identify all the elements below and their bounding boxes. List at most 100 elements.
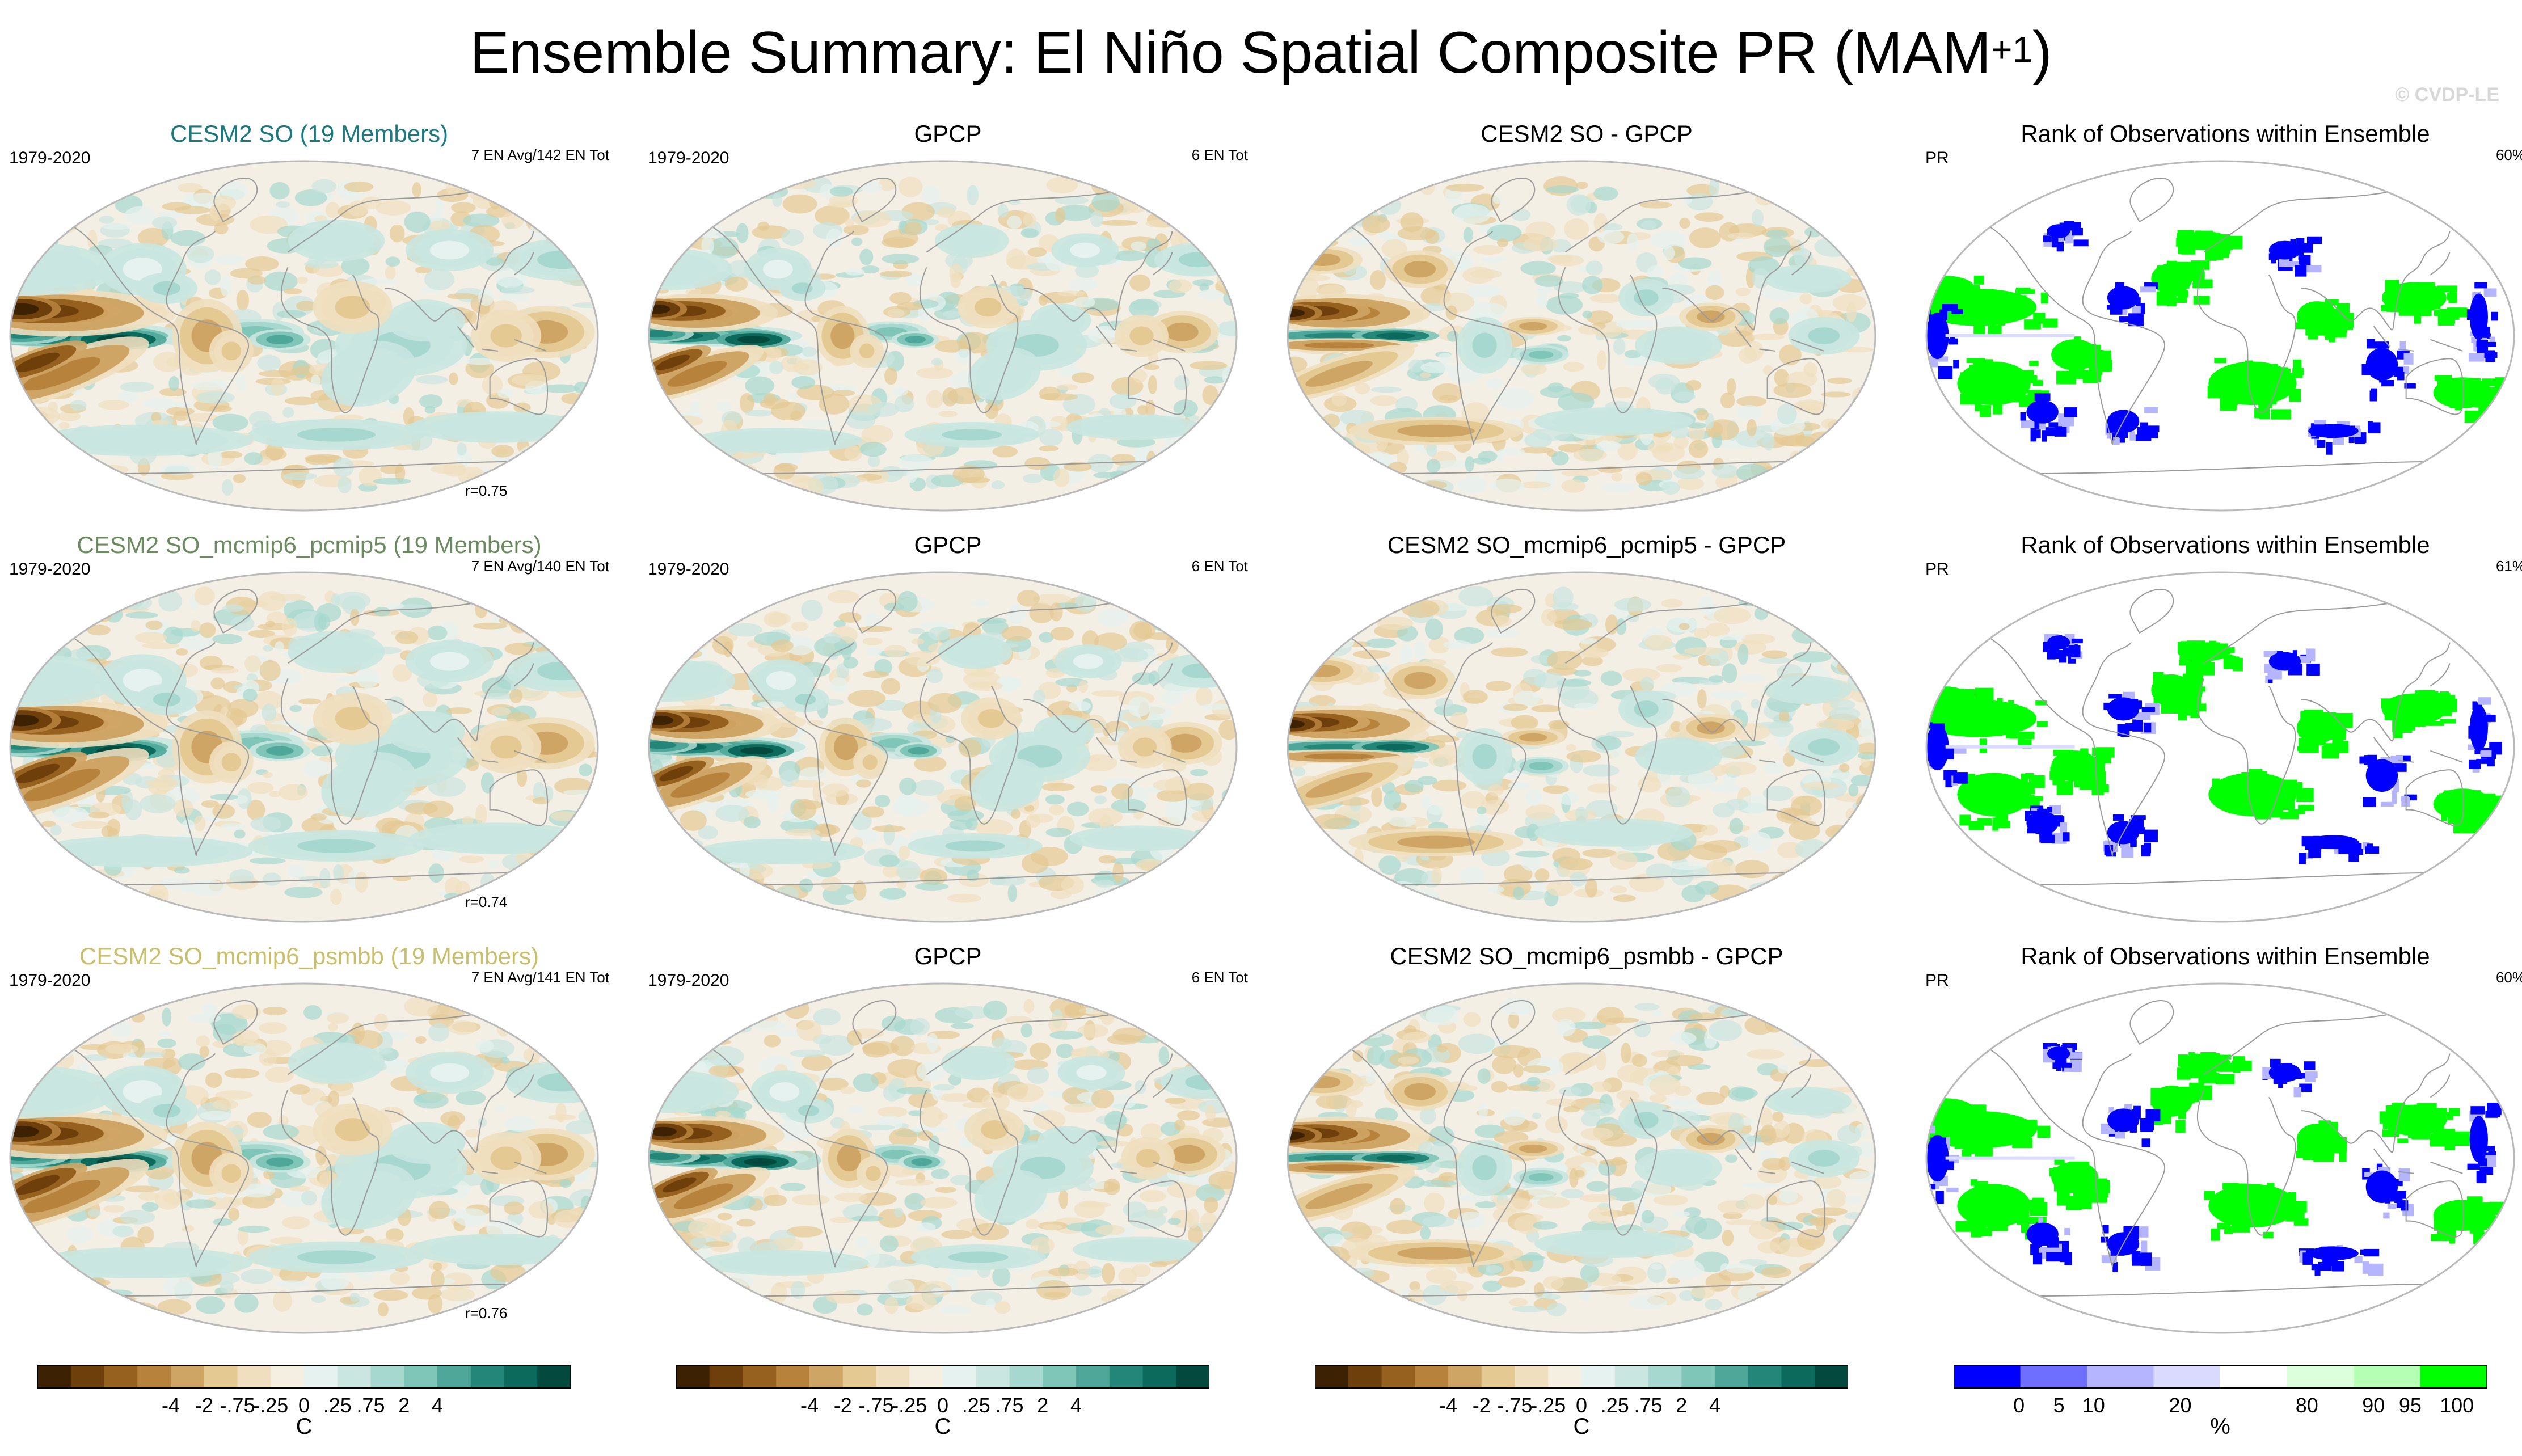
colorbar-tick-label: 95	[2398, 1394, 2422, 1417]
colorbar-swatch	[2220, 1365, 2287, 1388]
model-panel-row3: CESM2 SO_mcmip6_psmbb (19 Members) 1979-2…	[0, 942, 618, 1356]
model-event-count: 7 EN Avg/142 EN Tot	[471, 146, 609, 163]
rank-title: Rank of Observations within Ensemble	[2021, 120, 2430, 147]
colorbar-tick-label: -4	[161, 1394, 180, 1417]
colorbar-swatch	[437, 1365, 471, 1388]
difference-map	[1287, 982, 1876, 1334]
colorbar-swatch	[1076, 1365, 1110, 1388]
pattern-correlation: r=0.75	[465, 482, 508, 499]
colorbar-swatch	[943, 1365, 977, 1388]
colorbar-tick-label: -.25	[253, 1394, 289, 1417]
colorbar-tick-label: .75	[1634, 1394, 1663, 1417]
model-period: 1979-2020	[9, 149, 91, 167]
rank-title: Rank of Observations within Ensemble	[2021, 943, 2430, 969]
colorbar-swatch	[1481, 1365, 1515, 1388]
colorbar-swatch	[1681, 1365, 1715, 1388]
colorbar-rank-unit: %	[2210, 1414, 2230, 1439]
obs-panel-row2: GPCP 1979-2020 6 EN Tot	[639, 530, 1257, 944]
diff-title: CESM2 SO - GPCP	[1481, 120, 1693, 147]
gpcp-composite-map	[648, 160, 1238, 512]
colorbar-model-unit: C	[296, 1414, 313, 1439]
colorbar-swatch	[337, 1365, 371, 1388]
difference-map	[1287, 160, 1876, 512]
colorbar-swatch	[1315, 1365, 1349, 1388]
rank-percent: 60%	[2495, 146, 2522, 163]
model-composite-map	[9, 571, 599, 923]
colorbar-swatch	[271, 1365, 305, 1388]
colorbar-swatch	[2287, 1365, 2354, 1388]
colorbar-tick-label: -4	[800, 1394, 819, 1417]
colorbar-tick-label: -.75	[220, 1394, 255, 1417]
colorbar-diff-unit: C	[1573, 1414, 1590, 1439]
rank-variable: PR	[1925, 971, 1949, 990]
colorbar-tick-label: 20	[2169, 1394, 2192, 1417]
rank-map	[1925, 982, 2515, 1334]
difference-map	[1287, 571, 1876, 923]
colorbar-tick-label: -.75	[858, 1394, 894, 1417]
colorbar-swatch	[1381, 1365, 1415, 1388]
obs-title: GPCP	[914, 531, 982, 558]
colorbar-swatch	[2153, 1365, 2221, 1388]
colorbar-tick-label: 0	[1575, 1394, 1588, 1417]
colorbar-swatch	[237, 1365, 271, 1388]
colorbar-swatch	[2087, 1365, 2154, 1388]
colorbar-swatch	[1748, 1365, 1782, 1388]
colorbar-tick-label: .25	[323, 1394, 352, 1417]
obs-period: 1979-2020	[648, 149, 729, 167]
colorbar-tick-label: 100	[2440, 1394, 2474, 1417]
colorbar-tick-label: -.75	[1497, 1394, 1533, 1417]
colorbar-obs: -4 -2 -.75 -.25 0 .25.75 2 4 C	[676, 1364, 1210, 1444]
colorbar-swatch	[2420, 1365, 2487, 1388]
colorbar-tick-label: .25	[1600, 1394, 1629, 1417]
model-period: 1979-2020	[9, 971, 91, 990]
rank-variable: PR	[1925, 560, 1949, 579]
colorbar-swatch	[1648, 1365, 1682, 1388]
rank-panel-row3: Rank of Observations within Ensemble PR 60…	[1916, 942, 2522, 1356]
colorbar-model-ticks: -4 -2 -.75 -.25 0 .25.75 2 4	[37, 1394, 571, 1417]
rank-percent: 61%	[2495, 558, 2522, 575]
colorbar-swatch	[470, 1365, 504, 1388]
diff-panel-row3: CESM2 SO_mcmip6_psmbb - GPCP	[1277, 942, 1896, 1356]
colorbar-tick-label: 0	[298, 1394, 310, 1417]
rank-panel-row1: Rank of Observations within Ensemble PR 60…	[1916, 119, 2522, 533]
pattern-correlation: r=0.76	[465, 1305, 508, 1322]
model-event-count: 7 EN Avg/140 EN Tot	[471, 558, 609, 575]
model-title: CESM2 SO (19 Members)	[170, 120, 449, 147]
colorbar-diff-swatches	[1314, 1365, 1849, 1389]
colorbar-swatch	[1142, 1365, 1176, 1388]
colorbar-swatch	[676, 1365, 710, 1388]
model-panel-row2: CESM2 SO_mcmip6_pcmip5 (19 Members) 1979-…	[0, 530, 618, 944]
watermark: © CVDP-LE	[2395, 84, 2499, 105]
pattern-correlation: r=0.74	[465, 893, 508, 910]
colorbar-swatch	[2354, 1365, 2420, 1388]
colorbar-tick-label: 4	[1709, 1394, 1721, 1417]
colorbar-rank-ticks: 0 5 10 20 80 90 95 100	[1954, 1394, 2487, 1417]
colorbar-swatch	[809, 1365, 844, 1388]
colorbar-swatch	[1415, 1365, 1449, 1388]
colorbar-swatch	[1815, 1365, 1849, 1388]
rank-map	[1925, 571, 2515, 923]
model-composite-map	[9, 982, 599, 1334]
colorbar-swatch	[504, 1365, 538, 1388]
colorbar-tick-label: 80	[2295, 1394, 2318, 1417]
colorbar-tick-label: 2	[398, 1394, 410, 1417]
colorbar-swatch	[1109, 1365, 1143, 1388]
colorbar-swatch	[137, 1365, 171, 1388]
colorbar-swatch	[70, 1365, 104, 1388]
diff-panel-row1: CESM2 SO - GPCP	[1277, 119, 1896, 533]
colorbar-swatch	[1009, 1365, 1043, 1388]
colorbar-swatch	[1043, 1365, 1077, 1388]
colorbar-swatch	[909, 1365, 943, 1388]
colorbar-tick-label: 5	[2053, 1394, 2065, 1417]
model-event-count: 7 EN Avg/141 EN Tot	[471, 969, 609, 986]
obs-event-count: 6 EN Tot	[1191, 969, 1248, 986]
diff-title: CESM2 SO_mcmip6_psmbb - GPCP	[1390, 943, 1783, 969]
colorbar-swatch	[370, 1365, 404, 1388]
diff-title: CESM2 SO_mcmip6_pcmip5 - GPCP	[1387, 531, 1786, 558]
page-title: Ensemble Summary: El Niño Spatial Compos…	[470, 20, 2052, 86]
model-title: CESM2 SO_mcmip6_psmbb (19 Members)	[79, 943, 539, 969]
colorbar-tick-label: 4	[1070, 1394, 1082, 1417]
colorbar-obs-swatches	[676, 1365, 1210, 1389]
diff-panel-row2: CESM2 SO_mcmip6_pcmip5 - GPCP	[1277, 530, 1896, 944]
model-period: 1979-2020	[9, 560, 91, 579]
